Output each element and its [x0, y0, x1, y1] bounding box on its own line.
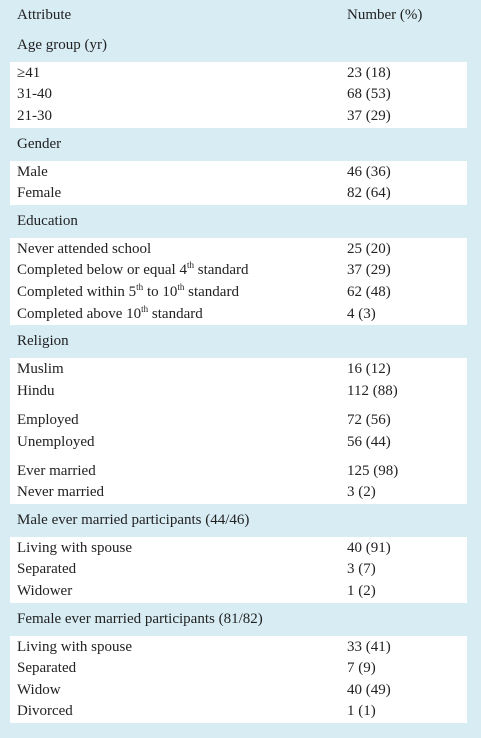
row-label: Completed above 10th standard — [17, 304, 203, 324]
row-number: 72 (56) — [347, 411, 391, 428]
row-label: Never married — [17, 484, 105, 501]
row-number: 37 (29) — [347, 262, 391, 279]
superscript: th — [186, 260, 194, 271]
row-number: 1 (1) — [347, 703, 376, 720]
label-part: Completed within 5 — [17, 284, 137, 300]
row-label: Employed — [17, 411, 79, 428]
row-label: Unemployed — [17, 433, 95, 450]
row-label: Completed below or equal 4th standard — [17, 260, 249, 280]
row-number: 40 (91) — [347, 539, 391, 556]
row-number: 33 (41) — [347, 638, 391, 655]
row-label: Hindu — [17, 382, 55, 399]
label-part: to 10 — [143, 284, 178, 300]
section-title: Religion — [17, 333, 69, 350]
row-number: 7 (9) — [347, 660, 376, 677]
row-block — [10, 238, 467, 326]
row-block — [10, 358, 467, 504]
row-label: ≥41 — [17, 64, 41, 81]
row-number: 16 (12) — [347, 361, 391, 378]
row-label: 21-30 — [17, 108, 52, 124]
row-label: 31-40 — [17, 86, 52, 103]
row-number: 23 (18) — [347, 64, 391, 81]
row-number: 3 (7) — [347, 561, 376, 578]
row-label: Separated — [17, 660, 77, 677]
row-block — [10, 160, 467, 205]
row-number: 25 (20) — [347, 240, 391, 257]
row-number: 112 (88) — [347, 382, 398, 399]
row-number: 40 (49) — [347, 681, 391, 698]
superscript: th — [177, 282, 185, 292]
row-label: Completed within 5th to 10th standard — [17, 282, 239, 302]
row-label: Ever married — [17, 462, 96, 479]
row-label: Never attended school — [17, 240, 152, 257]
row-label: Widow — [17, 681, 61, 698]
label-part: standard — [184, 284, 239, 300]
section-title: Education — [17, 213, 78, 229]
label-part: standard — [193, 262, 249, 279]
row-label: Male — [17, 163, 48, 180]
header-attribute: Attribute — [17, 7, 72, 23]
row-label: Separated — [17, 561, 77, 578]
row-number: 3 (2) — [347, 484, 376, 501]
row-block — [10, 635, 467, 724]
section-title: Male ever married participants (44/46) — [17, 512, 250, 528]
row-number: 4 (3) — [347, 305, 376, 322]
row-number: 56 (44) — [347, 433, 391, 450]
row-number: 125 (98) — [347, 462, 399, 479]
row-number: 68 (53) — [347, 86, 391, 103]
label-part: Completed below or equal 4 — [17, 262, 187, 279]
row-block — [10, 62, 467, 128]
row-number: 37 (29) — [347, 108, 391, 124]
section-title: Female ever married participants (81/82) — [17, 610, 263, 627]
section-title: Age group (yr) — [17, 37, 107, 53]
superscript: th — [136, 282, 144, 292]
row-number: 82 (64) — [347, 185, 391, 202]
label-part: standard — [148, 305, 203, 322]
section-title: Gender — [17, 135, 62, 152]
row-label: Muslim — [17, 361, 64, 378]
row-label: Widower — [17, 583, 73, 599]
row-label: Divorced — [17, 703, 73, 720]
row-label: Living with spouse — [17, 638, 132, 655]
superscript: th — [141, 303, 149, 314]
row-number: 62 (48) — [347, 284, 391, 300]
label-part: Completed above 10 — [17, 305, 142, 322]
row-block — [10, 537, 467, 603]
row-label: Living with spouse — [17, 539, 132, 556]
row-number: 46 (36) — [347, 163, 391, 180]
row-label: Female — [17, 185, 62, 202]
header-number: Number (%) — [347, 7, 423, 23]
row-number: 1 (2) — [347, 583, 376, 599]
